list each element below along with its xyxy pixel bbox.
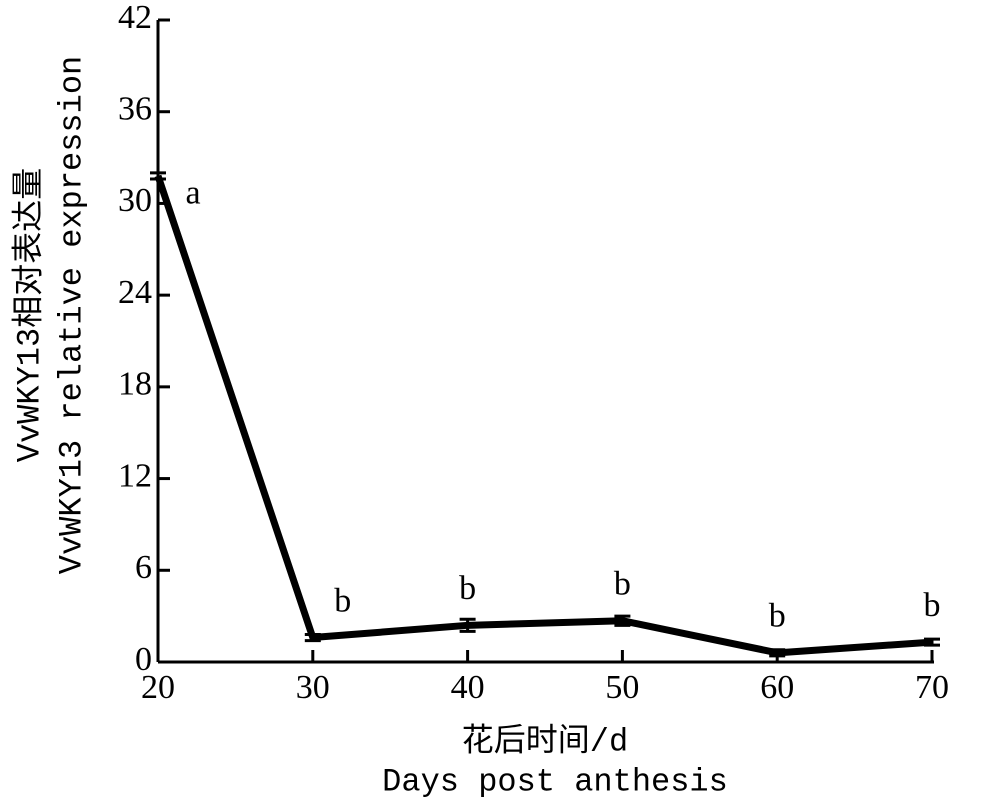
x-tick-label: 70 — [915, 669, 949, 706]
significance-label: b — [614, 566, 631, 603]
x-tick-label: 30 — [296, 669, 330, 706]
y-tick-label: 42 — [118, 0, 152, 36]
significance-label: a — [185, 175, 200, 212]
x-tick-label: 50 — [605, 669, 639, 706]
data-line — [154, 174, 933, 657]
significance-label: b — [924, 587, 941, 624]
x-tick-label: 20 — [141, 669, 175, 706]
y-tick-label: 18 — [118, 366, 152, 403]
y-tick-label: 12 — [118, 457, 152, 494]
error-bar — [150, 171, 166, 181]
x-axis-label: 花后时间/d — [462, 722, 628, 760]
y-tick-label: 36 — [118, 91, 152, 128]
y-tick-label: 6 — [135, 549, 152, 586]
x-tick-label: 60 — [760, 669, 794, 706]
y-axis-label: VvWKY13 relative expression — [53, 56, 90, 574]
y-tick-label: 24 — [118, 274, 152, 311]
error-bar — [769, 648, 786, 658]
error-bar — [924, 637, 940, 647]
significance-label: b — [459, 570, 476, 607]
significance-label: b — [769, 598, 786, 635]
y-tick-label: 30 — [118, 182, 152, 219]
error-bar — [304, 632, 321, 643]
x-tick-label: 40 — [451, 669, 485, 706]
y-axis-label: VvWKY13相对表达量 — [10, 168, 48, 462]
error-bar — [614, 614, 631, 627]
significance-label: b — [334, 582, 351, 619]
y-tick-label: 0 — [135, 641, 152, 678]
x-axis-label: Days post anthesis — [382, 763, 728, 800]
error-bar — [459, 617, 476, 633]
